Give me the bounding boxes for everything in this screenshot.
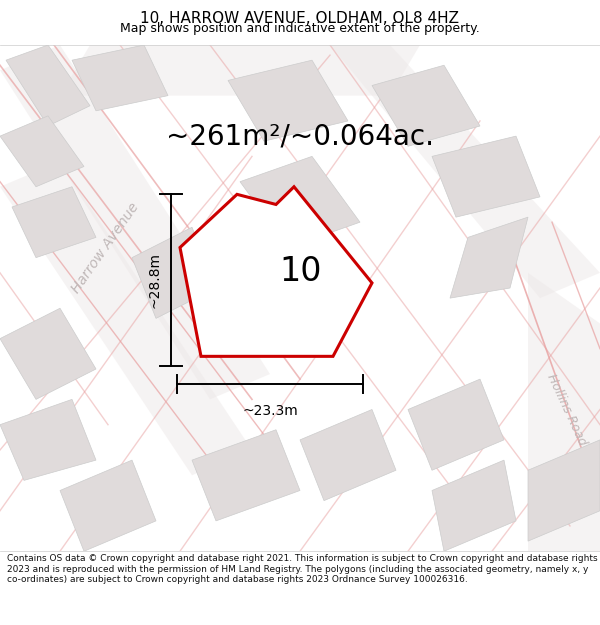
Polygon shape — [180, 187, 372, 356]
Text: ~261m²/~0.064ac.: ~261m²/~0.064ac. — [166, 122, 434, 150]
Polygon shape — [432, 460, 516, 551]
Polygon shape — [0, 161, 252, 475]
Polygon shape — [528, 272, 600, 551]
Polygon shape — [330, 45, 600, 298]
Polygon shape — [132, 228, 216, 318]
Polygon shape — [0, 399, 96, 481]
Polygon shape — [372, 65, 480, 146]
Text: 10: 10 — [279, 255, 322, 288]
Polygon shape — [72, 45, 168, 111]
Polygon shape — [408, 379, 504, 470]
Polygon shape — [228, 60, 348, 141]
Polygon shape — [0, 308, 96, 399]
Polygon shape — [60, 45, 420, 96]
Polygon shape — [528, 440, 600, 541]
Polygon shape — [432, 136, 540, 217]
Polygon shape — [60, 460, 156, 551]
Polygon shape — [12, 187, 96, 258]
Polygon shape — [6, 45, 90, 126]
Text: Contains OS data © Crown copyright and database right 2021. This information is : Contains OS data © Crown copyright and d… — [7, 554, 598, 584]
Text: Harrow Avenue: Harrow Avenue — [68, 200, 142, 295]
Polygon shape — [0, 116, 84, 187]
Text: 10, HARROW AVENUE, OLDHAM, OL8 4HZ: 10, HARROW AVENUE, OLDHAM, OL8 4HZ — [140, 11, 460, 26]
Text: ~23.3m: ~23.3m — [242, 404, 298, 419]
Text: ~28.8m: ~28.8m — [148, 253, 162, 308]
Text: Map shows position and indicative extent of the property.: Map shows position and indicative extent… — [120, 22, 480, 35]
Polygon shape — [450, 217, 528, 298]
Polygon shape — [0, 45, 270, 399]
Text: Hollins Road: Hollins Road — [545, 372, 589, 448]
Polygon shape — [240, 156, 360, 248]
Polygon shape — [300, 409, 396, 501]
Polygon shape — [192, 430, 300, 521]
